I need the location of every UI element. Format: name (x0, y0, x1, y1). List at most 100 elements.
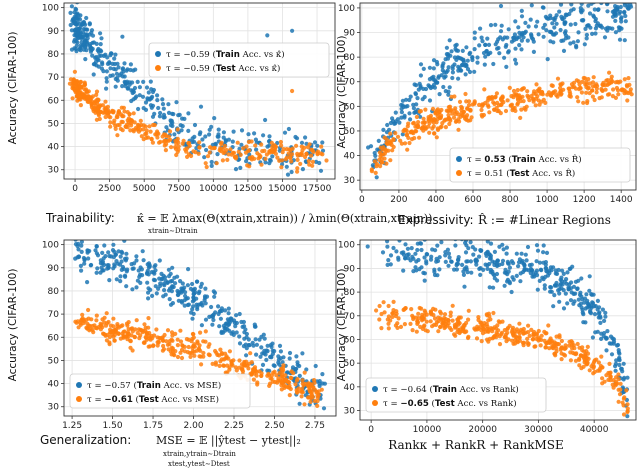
legend-entry: τ = −0.57 (Train Acc. vs MSE) (87, 380, 221, 391)
data-point (397, 240, 402, 243)
data-point (482, 321, 487, 326)
data-point (462, 284, 467, 289)
data-point (74, 16, 79, 21)
data-point (592, 359, 597, 364)
data-point (194, 296, 199, 301)
data-point (76, 13, 81, 18)
data-point (167, 297, 172, 302)
data-point (503, 44, 508, 49)
x-tick-label: 0 (368, 425, 374, 435)
y-tick-label: 40 (344, 383, 356, 393)
data-point (399, 141, 404, 146)
data-point (219, 351, 224, 356)
data-point (527, 333, 532, 338)
data-point (169, 145, 174, 150)
data-point (164, 134, 169, 139)
data-point (520, 329, 525, 334)
data-point (529, 3, 534, 8)
data-point (393, 313, 398, 319)
data-point (369, 167, 374, 172)
data-point (82, 44, 88, 49)
data-point (79, 268, 84, 273)
data-point (507, 279, 512, 284)
data-point (584, 36, 589, 41)
data-point (259, 334, 264, 339)
data-point (180, 281, 185, 286)
data-point (313, 363, 318, 369)
data-point (622, 3, 627, 8)
data-point (617, 392, 623, 397)
y-tick-label: 100 (42, 241, 59, 251)
data-point (488, 267, 493, 273)
data-point (310, 163, 315, 168)
data-point (551, 40, 556, 45)
data-point (584, 32, 590, 38)
data-point (220, 146, 225, 151)
data-point (150, 89, 156, 95)
data-point (400, 98, 405, 103)
data-point (314, 390, 319, 395)
data-point (579, 294, 584, 299)
data-point (135, 79, 140, 84)
data-point (166, 267, 171, 272)
data-point (299, 144, 304, 149)
data-point (217, 353, 222, 358)
data-point (309, 382, 314, 387)
data-point (176, 144, 181, 149)
data-point (124, 251, 129, 256)
x-tick-label: 800 (501, 195, 518, 205)
data-point (295, 362, 300, 367)
data-point (481, 50, 487, 56)
data-point (106, 265, 111, 270)
data-point (437, 92, 442, 97)
data-point (537, 260, 543, 265)
data-point (444, 45, 449, 50)
data-point (113, 126, 118, 131)
data-point (514, 61, 519, 66)
data-point (507, 85, 512, 90)
data-point (100, 60, 105, 65)
data-point (577, 356, 582, 361)
data-point (525, 244, 531, 250)
data-point (104, 311, 109, 316)
data-point (582, 42, 587, 47)
data-point (576, 30, 581, 35)
data-point (563, 33, 569, 38)
data-point (204, 164, 209, 170)
data-point (108, 115, 113, 120)
data-point (106, 319, 111, 325)
data-point (578, 353, 583, 358)
data-point (607, 70, 612, 75)
data-point (445, 68, 450, 73)
data-point (544, 250, 550, 255)
data-point (186, 267, 191, 272)
data-point (267, 150, 272, 155)
data-point (110, 73, 115, 78)
data-point (78, 321, 83, 326)
data-point (435, 117, 440, 122)
x-tick-label: 10000 (413, 425, 442, 435)
data-point (309, 389, 314, 394)
y-tick-label: 90 (48, 264, 60, 274)
data-point (207, 150, 212, 155)
data-point (91, 72, 96, 77)
legend-box (365, 377, 547, 413)
data-point (433, 78, 438, 83)
data-point (193, 290, 198, 295)
data-point (490, 259, 495, 264)
data-point (272, 363, 277, 368)
data-point (315, 143, 320, 148)
data-point (98, 48, 103, 53)
data-point (515, 88, 520, 93)
y-tick-label: 60 (344, 102, 356, 112)
data-point (82, 81, 87, 86)
data-point (470, 55, 475, 60)
data-point (511, 88, 517, 94)
data-point (418, 62, 424, 67)
data-point (281, 368, 286, 373)
data-point (590, 335, 596, 340)
data-point (173, 349, 178, 354)
data-point (283, 157, 288, 162)
data-point (149, 136, 154, 141)
data-point (559, 278, 564, 284)
